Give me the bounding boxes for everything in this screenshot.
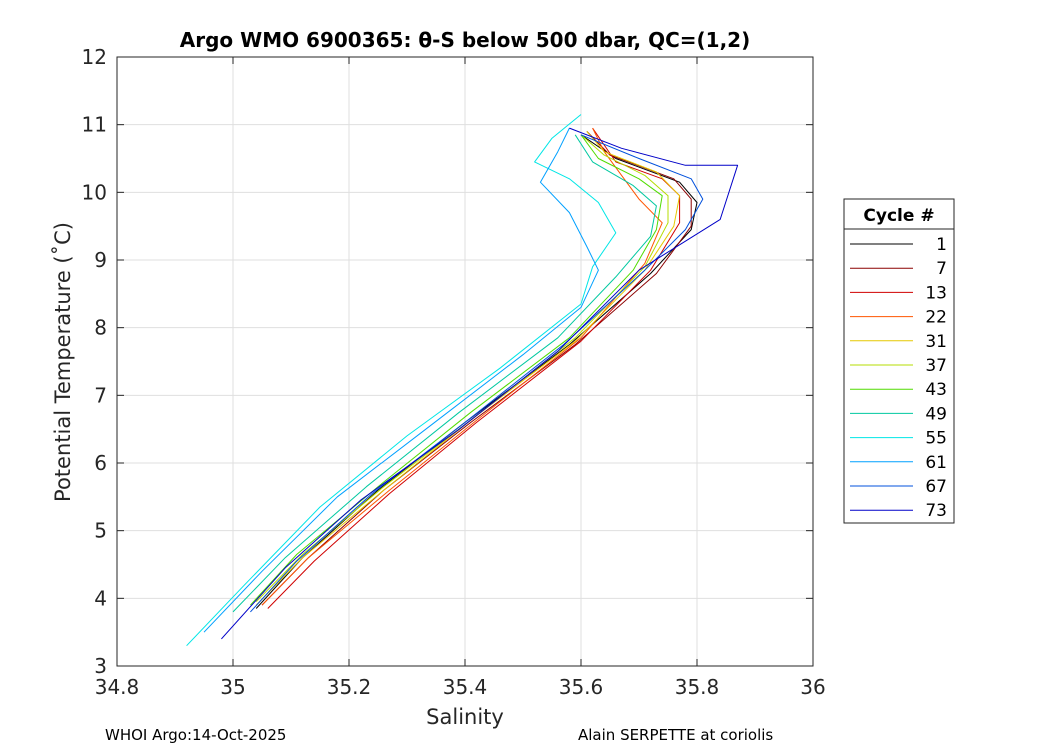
legend-box xyxy=(843,198,955,524)
y-tick-label: 7 xyxy=(94,383,107,407)
y-axis-label: Potential Temperature (˚C) xyxy=(51,222,75,502)
legend-entry-label: 31 xyxy=(925,332,947,352)
y-tick-label: 6 xyxy=(94,451,107,475)
legend-entry-label: 49 xyxy=(925,404,947,424)
legend-entry-label: 67 xyxy=(925,477,947,497)
legend-entry-label: 73 xyxy=(925,501,947,521)
series-line-cycle-13 xyxy=(267,127,681,609)
footer-left: WHOI Argo:14-Oct-2025 xyxy=(105,726,287,744)
y-tick-label: 5 xyxy=(94,519,107,543)
series-lines xyxy=(186,114,739,647)
series-line-cycle-67 xyxy=(250,134,704,613)
legend-entry-label: 37 xyxy=(925,356,947,376)
y-tick-label: 3 xyxy=(94,654,107,678)
y-tick-label: 10 xyxy=(82,180,107,204)
legend-entry-label: 7 xyxy=(936,259,947,279)
y-tick-label: 11 xyxy=(82,113,107,137)
legend-title: Cycle # xyxy=(863,206,934,226)
series-line-cycle-49 xyxy=(232,134,657,613)
x-tick-label: 35.8 xyxy=(675,675,720,699)
y-tick-label: 9 xyxy=(94,248,107,272)
x-tick-label: 36 xyxy=(800,675,825,699)
y-tick-label: 4 xyxy=(94,586,107,610)
footer-right: Alain SERPETTE at coriolis xyxy=(578,726,774,744)
legend-entry-label: 13 xyxy=(925,283,947,303)
x-tick-label: 35.2 xyxy=(327,675,372,699)
series-line-cycle-61 xyxy=(203,127,599,633)
legend: Cycle # 1 7 13 22 31 37 43 49 55 61 67 73 xyxy=(843,198,955,524)
x-tick-label: 35 xyxy=(220,675,245,699)
y-tick-label: 12 xyxy=(82,45,107,69)
x-tick-label: 35.6 xyxy=(559,675,604,699)
chart-title: Argo WMO 6900365: θ-S below 500 dbar, QC… xyxy=(180,28,750,52)
x-axis-label: Salinity xyxy=(426,705,504,729)
legend-entry-label: 43 xyxy=(925,380,947,400)
series-line-cycle-55 xyxy=(186,114,617,647)
axis-ticks: 34.8 35 35.2 35.4 35.6 35.8 36 3 4 5 6 7 8 9 10 11 12 xyxy=(82,45,826,699)
legend-entry-label: 22 xyxy=(925,308,947,328)
series-line-cycle-73 xyxy=(221,127,739,640)
legend-entry-label: 61 xyxy=(925,453,947,473)
y-tick-label: 8 xyxy=(94,316,107,340)
x-tick-label: 34.8 xyxy=(95,675,140,699)
legend-entry-label: 1 xyxy=(936,235,947,255)
legend-entry-label: 55 xyxy=(925,429,947,449)
x-tick-label: 35.4 xyxy=(443,675,488,699)
